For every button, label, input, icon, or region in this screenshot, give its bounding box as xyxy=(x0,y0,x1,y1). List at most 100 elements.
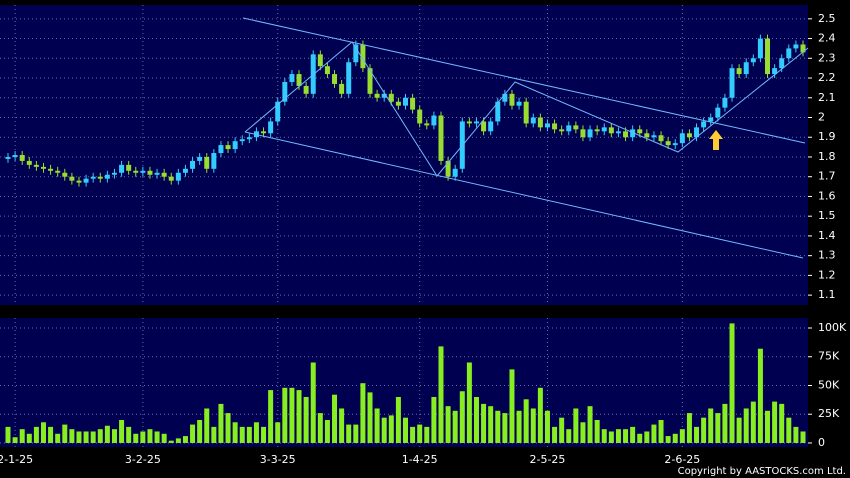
candle-body xyxy=(381,93,387,98)
y-tick-label: 50K xyxy=(818,378,840,391)
volume-bar xyxy=(218,403,224,443)
volume-bar xyxy=(111,429,117,443)
volume-bar xyxy=(76,431,82,443)
trend-lines xyxy=(242,17,809,259)
volume-bar xyxy=(211,426,217,443)
volume-bar xyxy=(424,426,430,443)
candle-body xyxy=(537,117,543,128)
volume-bar xyxy=(225,413,231,443)
volume-bar xyxy=(743,408,749,443)
y-tick-label: 1.4 xyxy=(818,229,836,242)
volume-bar xyxy=(679,429,685,443)
volume-bar xyxy=(5,426,11,443)
volume-bar xyxy=(353,424,359,443)
volume-bar xyxy=(119,419,125,443)
candle-body xyxy=(672,143,678,146)
volume-bar xyxy=(708,408,714,443)
volume-bar xyxy=(26,433,32,443)
candle-body xyxy=(757,38,763,59)
volume-bar xyxy=(261,426,267,443)
candle-body xyxy=(339,83,345,94)
volume-bar xyxy=(445,406,451,443)
volume-bar xyxy=(488,406,494,443)
candle-body xyxy=(587,129,593,138)
candle-body xyxy=(261,131,267,134)
y-tick-label: 2 xyxy=(818,111,825,124)
volume-bar xyxy=(587,406,593,443)
candle-body xyxy=(552,123,558,130)
volume-bar xyxy=(367,392,373,443)
candle-body xyxy=(289,74,295,82)
volume-bar xyxy=(204,408,210,443)
volume-bar xyxy=(772,401,778,443)
volume-bar xyxy=(509,369,515,443)
candle-body xyxy=(5,156,11,159)
volume-bar xyxy=(466,362,472,443)
candle-body xyxy=(111,172,117,175)
volume-bar xyxy=(637,433,643,443)
candle-body xyxy=(218,145,224,154)
candle-body xyxy=(332,74,338,84)
volume-bar xyxy=(658,419,664,443)
volume-bar xyxy=(722,403,728,443)
volume-bar xyxy=(161,433,167,443)
candle-body xyxy=(403,97,408,106)
candle-body xyxy=(743,62,749,75)
candle-body xyxy=(481,121,487,132)
volume-bar xyxy=(800,431,806,443)
volume-bar xyxy=(672,433,678,443)
candle-body xyxy=(126,164,132,171)
volume-bar xyxy=(69,429,75,443)
volume-bar xyxy=(615,429,621,443)
trend-line xyxy=(242,17,806,144)
candle-body xyxy=(317,54,323,67)
candle-body xyxy=(544,123,550,128)
volume-bar xyxy=(573,408,579,443)
y-tick-label: 2.1 xyxy=(818,91,836,104)
candle-body xyxy=(615,131,621,134)
y-tick-label: 1.2 xyxy=(818,268,836,281)
candle-body xyxy=(275,101,281,122)
volume-bar xyxy=(729,323,735,443)
candle-body xyxy=(424,123,430,126)
candle-body xyxy=(182,168,188,173)
volume-bar xyxy=(381,417,387,443)
volume-bar xyxy=(232,422,238,443)
volume-bar xyxy=(324,419,330,443)
y-tick-label: 2.4 xyxy=(818,32,836,45)
zigzag-line xyxy=(244,41,809,177)
candle-body xyxy=(651,135,657,138)
candle-body xyxy=(55,170,61,173)
volume-bar xyxy=(523,399,529,443)
candle-body xyxy=(246,137,252,140)
volume-bar xyxy=(410,426,416,443)
volume-bar xyxy=(417,424,423,443)
candle-body xyxy=(729,68,735,98)
volume-bar xyxy=(388,415,394,443)
y-tick-label: 1.8 xyxy=(818,150,836,163)
volume-bar xyxy=(601,429,607,443)
candle-body xyxy=(594,129,600,132)
volume-bar xyxy=(310,362,316,443)
candle-body xyxy=(168,176,174,181)
volume-bar xyxy=(374,408,380,443)
volume-bar xyxy=(765,410,771,443)
candle-body xyxy=(566,125,572,132)
volume-bar xyxy=(701,417,707,443)
candle-body xyxy=(140,170,146,173)
candle-body xyxy=(452,168,458,177)
x-tick-label: 3-2-25 xyxy=(125,453,161,466)
candle-body xyxy=(630,129,636,138)
candle-body xyxy=(438,115,444,161)
volume-bar xyxy=(481,403,487,443)
candle-body xyxy=(466,121,472,124)
candle-body xyxy=(580,129,586,138)
volume-bar xyxy=(552,426,558,443)
volume-bar xyxy=(197,419,203,443)
x-tick-label: 1-4-25 xyxy=(402,453,438,466)
y-tick-label: 2.3 xyxy=(818,51,836,64)
y-tick-label: 1.9 xyxy=(818,130,836,143)
marks xyxy=(5,34,806,443)
candle-body xyxy=(573,125,579,130)
candle-body xyxy=(353,44,359,63)
